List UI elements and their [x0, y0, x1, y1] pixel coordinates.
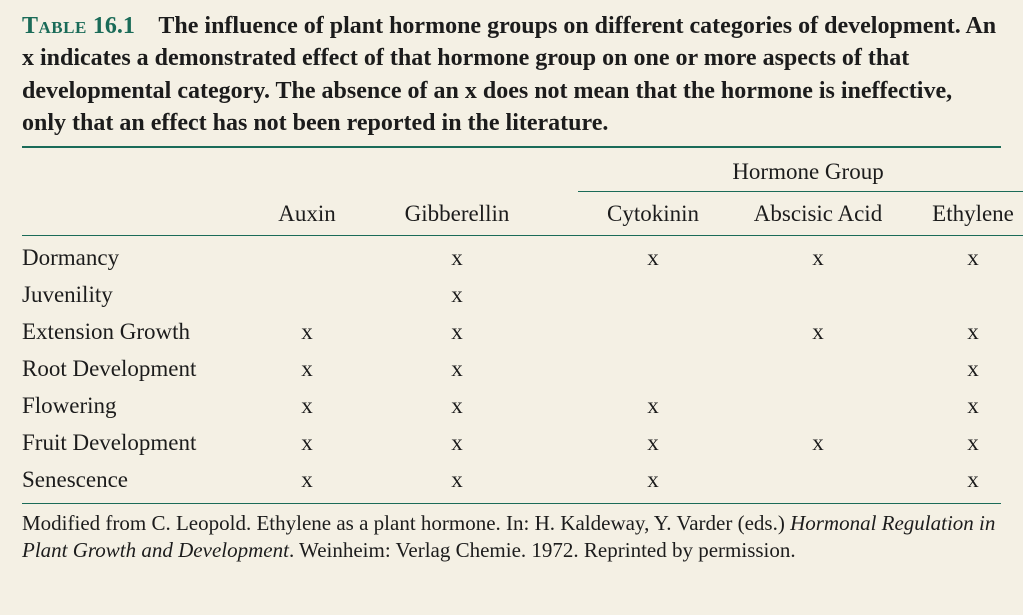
cell: [578, 276, 728, 313]
cell: x: [372, 276, 542, 313]
bottom-rule: [22, 503, 1001, 504]
cell: x: [242, 461, 372, 503]
cell: [242, 236, 372, 276]
cell: x: [578, 387, 728, 424]
table-row: Fruit Development x x x x x: [22, 424, 1023, 461]
cell: x: [372, 313, 542, 350]
cell: x: [578, 236, 728, 276]
table-number: 16.1: [93, 13, 135, 39]
cell: [242, 276, 372, 313]
row-label: Senescence: [22, 461, 242, 503]
cell: x: [908, 461, 1023, 503]
table-row: Extension Growth x x x x: [22, 313, 1023, 350]
footnote-pre: Modified from C. Leopold. Ethylene as a …: [22, 511, 790, 535]
cell: [728, 387, 908, 424]
table-row: Root Development x x x: [22, 350, 1023, 387]
cell: [908, 276, 1023, 313]
col-cytokinin: Cytokinin: [578, 191, 728, 235]
col-abscisic: Abscisic Acid: [728, 191, 908, 235]
row-label: Root Development: [22, 350, 242, 387]
cell: [728, 350, 908, 387]
table-row: Juvenility x: [22, 276, 1023, 313]
cell: x: [372, 424, 542, 461]
row-label: Extension Growth: [22, 313, 242, 350]
cell: x: [372, 350, 542, 387]
row-label: Juvenility: [22, 276, 242, 313]
column-headers: Auxin Gibberellin Cytokinin Abscisic Aci…: [22, 191, 1023, 235]
cell: x: [242, 387, 372, 424]
cell: x: [578, 424, 728, 461]
rowhead-blank: [22, 191, 242, 235]
hormone-table: Hormone Group Auxin Gibberellin Cytokini…: [22, 148, 1023, 503]
cell: x: [728, 424, 908, 461]
cell: [578, 350, 728, 387]
group-header-row: Hormone Group: [22, 148, 1023, 191]
footnote-post: . Weinheim: Verlag Chemie. 1972. Reprint…: [289, 538, 796, 562]
row-label: Flowering: [22, 387, 242, 424]
row-label: Dormancy: [22, 236, 242, 276]
col-gibberellin: Gibberellin: [372, 191, 542, 235]
cell: x: [728, 313, 908, 350]
table-caption: Table 16.1 The influence of plant hormon…: [22, 10, 1001, 140]
table-row: Flowering x x x x: [22, 387, 1023, 424]
cell: [728, 461, 908, 503]
group-header: Hormone Group: [578, 148, 1023, 191]
cell: x: [908, 350, 1023, 387]
cell: [728, 276, 908, 313]
cell: x: [578, 461, 728, 503]
cell: x: [242, 350, 372, 387]
row-label: Fruit Development: [22, 424, 242, 461]
cell: x: [242, 313, 372, 350]
page: Table 16.1 The influence of plant hormon…: [0, 0, 1023, 577]
table-body: Dormancy x x x x Juvenility x Extension …: [22, 236, 1023, 503]
cell: x: [728, 236, 908, 276]
table-footnote: Modified from C. Leopold. Ethylene as a …: [22, 510, 1001, 565]
group-header-label: Hormone Group: [732, 159, 883, 184]
col-auxin: Auxin: [242, 191, 372, 235]
cell: x: [908, 236, 1023, 276]
table-row: Dormancy x x x x: [22, 236, 1023, 276]
cell: x: [242, 424, 372, 461]
cell: x: [372, 461, 542, 503]
col-ethylene: Ethylene: [908, 191, 1023, 235]
cell: [578, 313, 728, 350]
table-label: Table: [22, 13, 87, 39]
cell: x: [372, 387, 542, 424]
cell: x: [372, 236, 542, 276]
cell: x: [908, 387, 1023, 424]
cell: x: [908, 313, 1023, 350]
cell: x: [908, 424, 1023, 461]
caption-text: The influence of plant hormone groups on…: [22, 13, 996, 136]
table-row: Senescence x x x x: [22, 461, 1023, 503]
